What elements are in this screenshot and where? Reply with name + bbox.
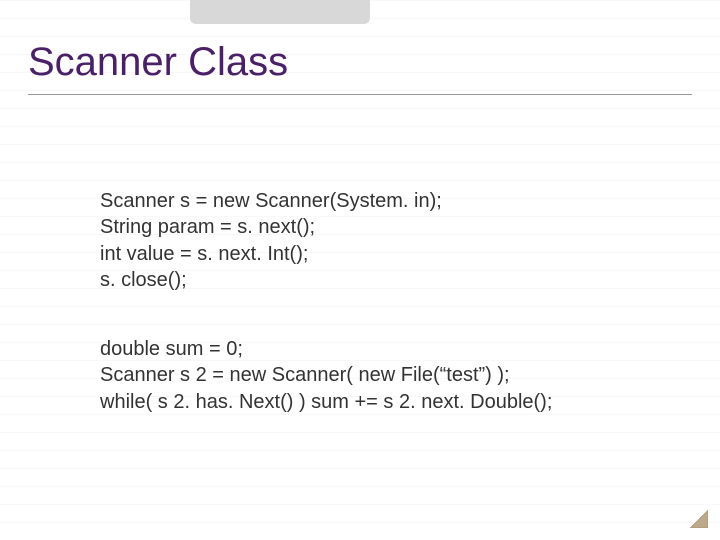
slide-title: Scanner Class xyxy=(28,40,288,85)
code-line: String param = s. next(); xyxy=(100,214,442,240)
code-line: int value = s. next. Int(); xyxy=(100,241,442,267)
code-block-1: Scanner s = new Scanner(System. in); Str… xyxy=(100,188,442,294)
code-line: Scanner s = new Scanner(System. in); xyxy=(100,188,442,214)
code-line: Scanner s 2 = new Scanner( new File(“tes… xyxy=(100,362,552,388)
title-underline xyxy=(28,94,692,95)
code-block-2: double sum = 0; Scanner s 2 = new Scanne… xyxy=(100,336,552,415)
code-line: s. close(); xyxy=(100,267,442,293)
top-decor-bar xyxy=(190,0,370,24)
code-line: double sum = 0; xyxy=(100,336,552,362)
code-line: while( s 2. has. Next() ) sum += s 2. ne… xyxy=(100,389,552,415)
page-corner-fold-icon xyxy=(690,510,708,528)
